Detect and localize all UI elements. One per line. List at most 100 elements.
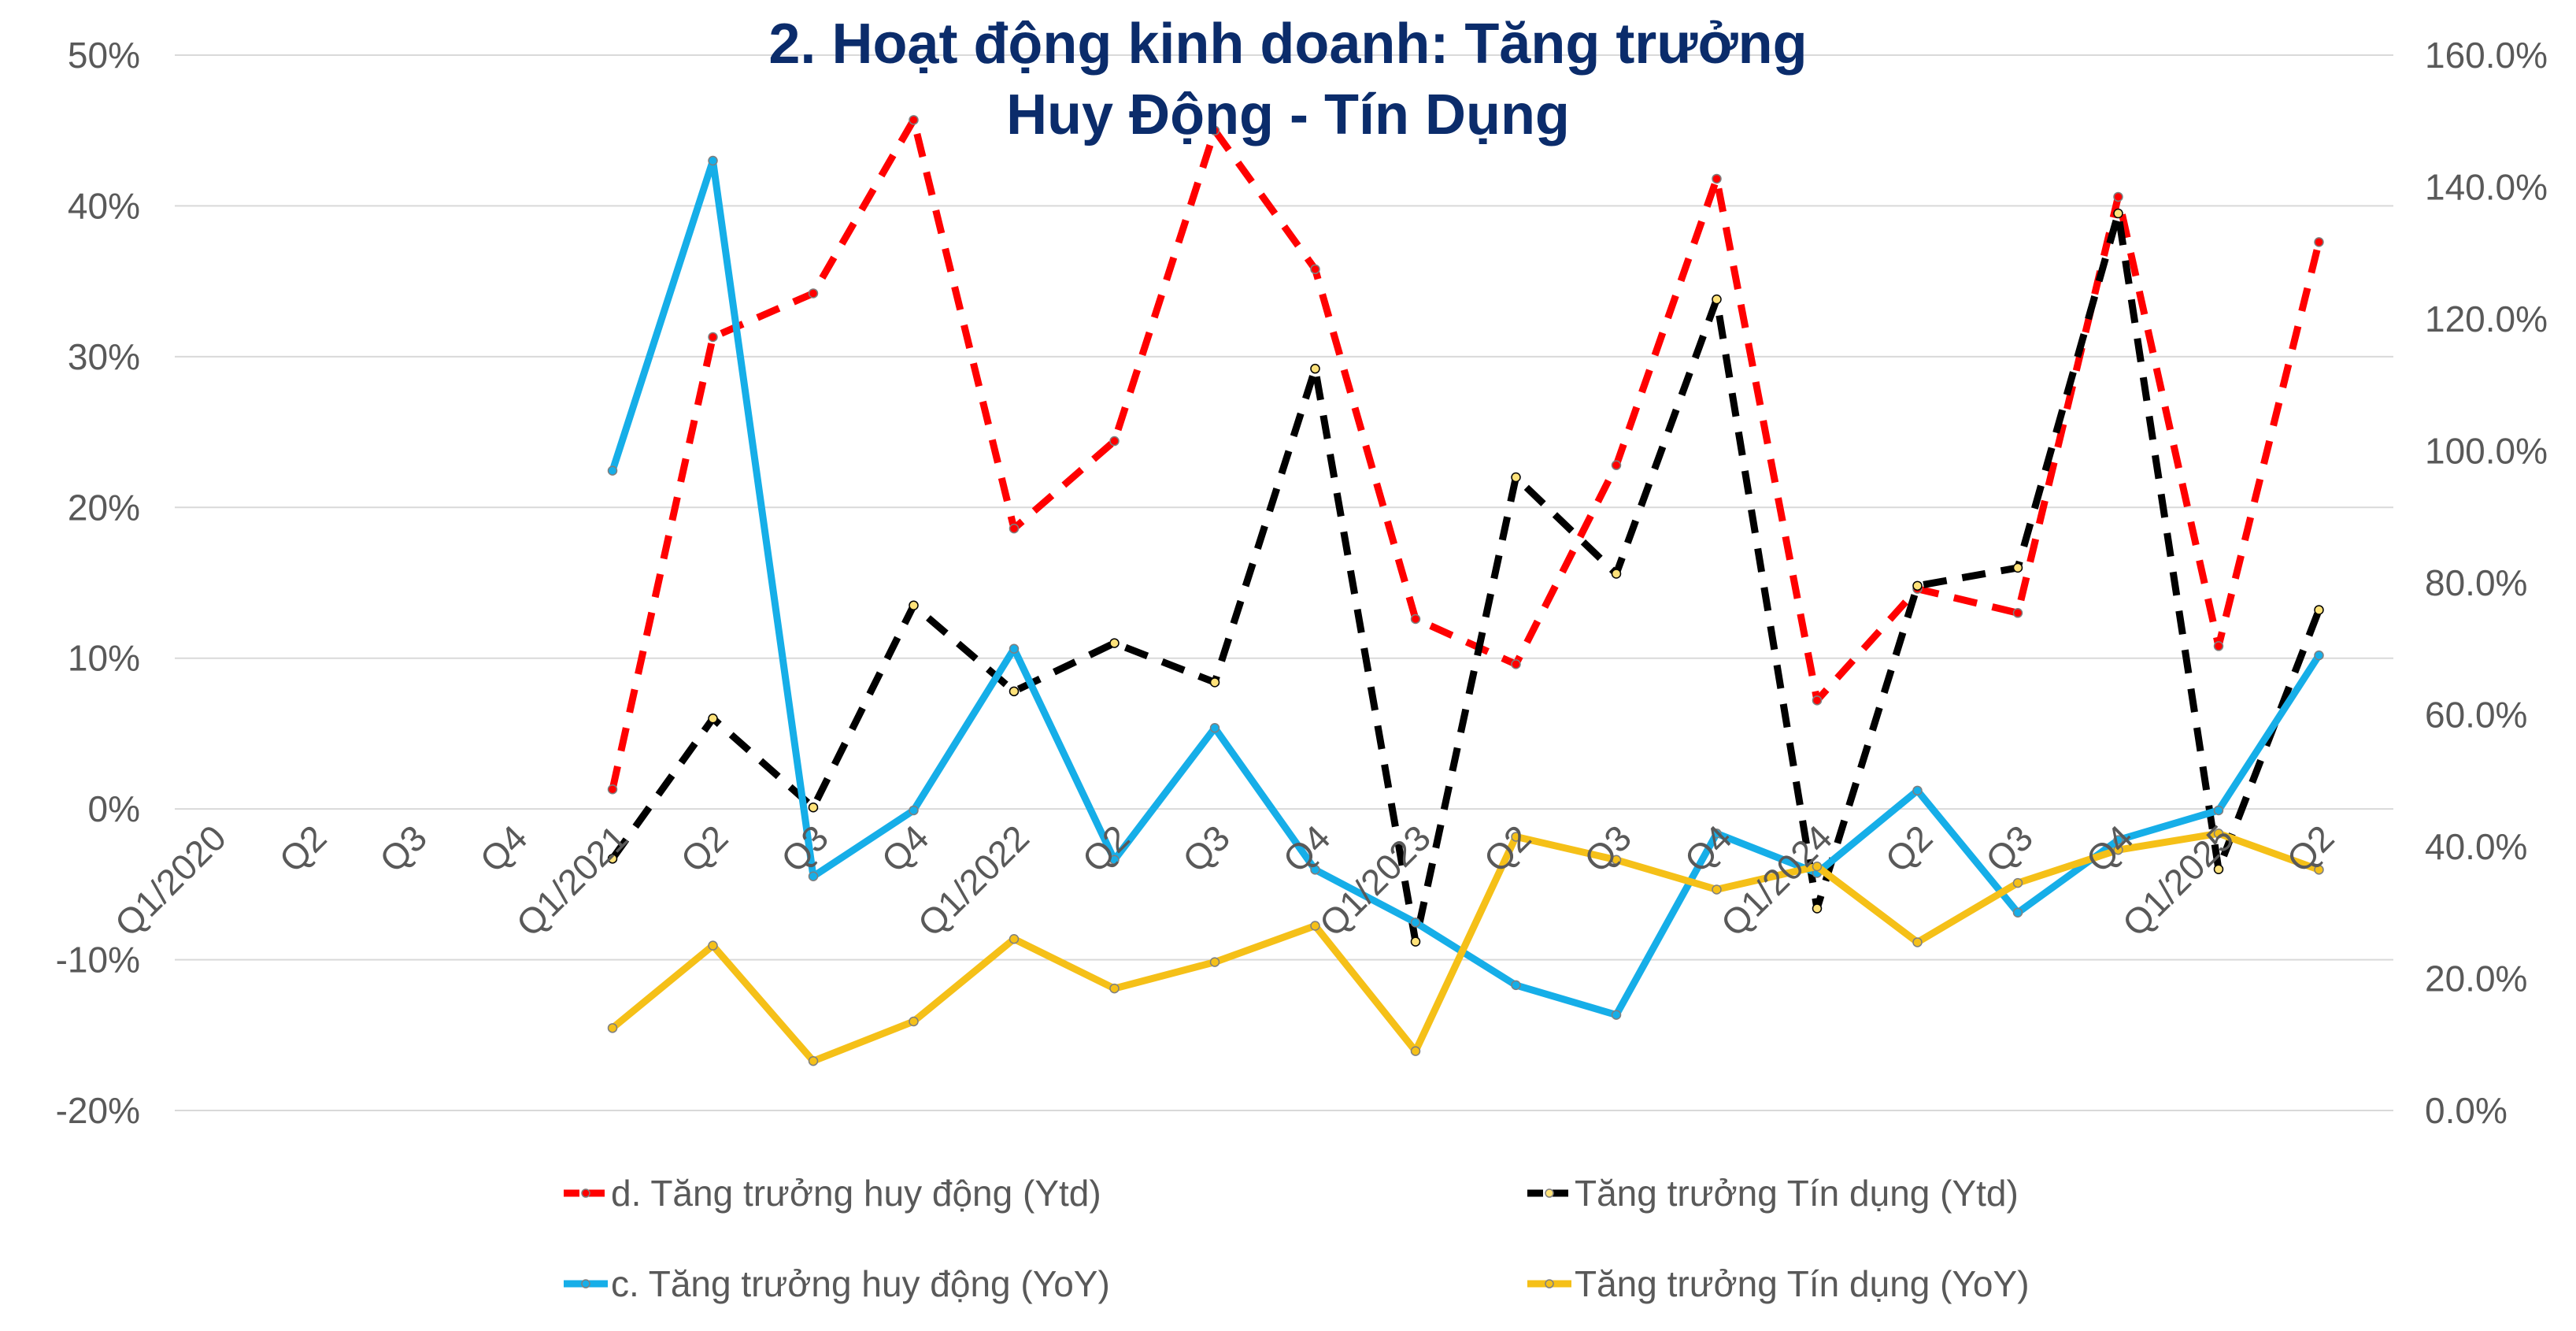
left-axis-tick-label: 10% bbox=[68, 638, 140, 679]
data-point bbox=[1611, 855, 1622, 865]
data-point bbox=[1410, 918, 1421, 928]
series-line bbox=[609, 209, 2322, 946]
data-point bbox=[1009, 686, 1020, 697]
legend-label: Tăng trưởng Tín dụng (YoY) bbox=[1575, 1263, 2030, 1304]
x-axis-tick-label: Q2 bbox=[271, 817, 334, 880]
legend-marker bbox=[581, 1188, 590, 1198]
data-point bbox=[607, 1023, 618, 1033]
left-axis-tick-label: -20% bbox=[56, 1090, 140, 1131]
data-point bbox=[708, 155, 718, 166]
data-point bbox=[708, 332, 718, 343]
data-point bbox=[1209, 723, 1220, 733]
data-point bbox=[1410, 936, 1421, 947]
left-axis-tick-label: 0% bbox=[88, 788, 140, 829]
data-point bbox=[1812, 695, 1823, 706]
legend-item: Tăng trưởng Tín dụng (Ytd) bbox=[1527, 1173, 2019, 1214]
series-line bbox=[609, 116, 2322, 791]
data-point bbox=[808, 871, 819, 881]
left-axis-tick-label: 30% bbox=[68, 336, 140, 377]
right-axis-tick-label: 140.0% bbox=[2425, 167, 2548, 208]
data-point bbox=[1209, 957, 1220, 967]
chart-title: 2. Hoạt động kinh doanh: Tăng trưởng Huy… bbox=[768, 13, 1807, 146]
x-axis-tick-label: Q4 bbox=[1676, 817, 1739, 880]
data-point bbox=[2012, 562, 2023, 573]
data-point bbox=[1209, 677, 1220, 688]
gridlines bbox=[175, 54, 2393, 1111]
legend-marker bbox=[1545, 1188, 1554, 1198]
data-point bbox=[1109, 638, 1120, 648]
data-point bbox=[909, 805, 919, 816]
data-point bbox=[808, 802, 819, 813]
data-point bbox=[607, 854, 618, 864]
right-axis-tick-label: 160.0% bbox=[2425, 35, 2548, 76]
series-2 bbox=[607, 208, 2324, 947]
data-point bbox=[1009, 523, 1020, 534]
x-axis-tick-label: Q2 bbox=[1877, 817, 1940, 880]
data-point bbox=[1712, 294, 1722, 305]
left-axis-tick-label: 20% bbox=[68, 487, 140, 528]
data-point bbox=[1912, 937, 1923, 947]
data-point bbox=[1410, 1046, 1421, 1056]
data-point bbox=[708, 714, 718, 724]
data-point bbox=[1812, 903, 1823, 914]
x-axis-tick-label: Q3 bbox=[1576, 817, 1639, 880]
right-y-axis: 160.0% 140.0% 120.0% 100.0% 80.0% 60.0% 40.0% 2… bbox=[2425, 35, 2548, 1131]
data-point bbox=[1812, 861, 1823, 872]
data-point bbox=[1310, 865, 1320, 875]
legend: d. Tăng trưởng huy động (Ytd) Tăng trưởng… bbox=[564, 1173, 2030, 1304]
data-point bbox=[2213, 641, 2224, 651]
data-point bbox=[2113, 208, 2123, 219]
data-point bbox=[2113, 844, 2123, 855]
x-axis-tick-label: Q3 bbox=[372, 817, 435, 880]
data-point bbox=[1109, 436, 1120, 447]
right-axis-tick-label: 80.0% bbox=[2425, 562, 2527, 603]
data-point bbox=[1611, 1010, 1622, 1020]
legend-item: Tăng trưởng Tín dụng (YoY) bbox=[1527, 1263, 2030, 1304]
data-point bbox=[1109, 855, 1120, 865]
left-axis-tick-label: 50% bbox=[68, 35, 140, 76]
legend-marker bbox=[581, 1279, 590, 1288]
x-axis-tick-label: Q2 bbox=[2278, 817, 2341, 880]
data-point bbox=[2113, 835, 2123, 845]
data-point bbox=[2213, 805, 2224, 816]
data-point bbox=[2012, 877, 2023, 888]
x-axis-tick-label: Q4 bbox=[472, 817, 535, 880]
data-point bbox=[2113, 191, 2123, 202]
x-axis-tick-label: Q4 bbox=[2078, 817, 2141, 880]
data-point bbox=[1511, 980, 1521, 991]
x-axis-tick-label: Q1/2021 bbox=[509, 817, 636, 944]
data-point bbox=[1712, 173, 1722, 184]
right-axis-tick-label: 20.0% bbox=[2425, 958, 2527, 999]
legend-label: Tăng trưởng Tín dụng (Ytd) bbox=[1575, 1173, 2019, 1214]
data-point bbox=[808, 288, 819, 298]
x-axis-tick-label: Q1/2020 bbox=[107, 817, 235, 944]
legend-marker bbox=[1545, 1279, 1554, 1288]
left-axis-tick-label: 40% bbox=[68, 185, 140, 226]
data-point bbox=[909, 1016, 919, 1027]
data-point bbox=[2012, 907, 2023, 918]
chart-title-line-2: Huy Động - Tín Dụng bbox=[1006, 83, 1570, 146]
data-point bbox=[909, 600, 919, 610]
data-point bbox=[2314, 605, 2324, 615]
data-point bbox=[708, 940, 718, 951]
data-point bbox=[1310, 264, 1320, 275]
right-axis-tick-label: 40.0% bbox=[2425, 826, 2527, 867]
data-point bbox=[607, 784, 618, 795]
data-point bbox=[1009, 934, 1020, 944]
right-axis-tick-label: 0.0% bbox=[2425, 1090, 2508, 1131]
data-point bbox=[1410, 614, 1421, 625]
series-3 bbox=[607, 155, 2324, 1020]
data-point bbox=[1912, 580, 1923, 591]
right-axis-tick-label: 120.0% bbox=[2425, 298, 2548, 339]
series-4 bbox=[607, 829, 2324, 1066]
legend-label: c. Tăng trưởng huy động (YoY) bbox=[611, 1263, 1110, 1304]
series-line bbox=[609, 157, 2322, 1019]
data-point bbox=[1511, 659, 1521, 669]
right-axis-tick-label: 60.0% bbox=[2425, 695, 2527, 736]
left-axis-tick-label: -10% bbox=[56, 940, 140, 981]
data-point bbox=[2314, 865, 2324, 875]
left-y-axis: 50% 40% 30% 20% 10% 0% -10% -20% bbox=[56, 35, 140, 1131]
data-point bbox=[1712, 884, 1722, 895]
